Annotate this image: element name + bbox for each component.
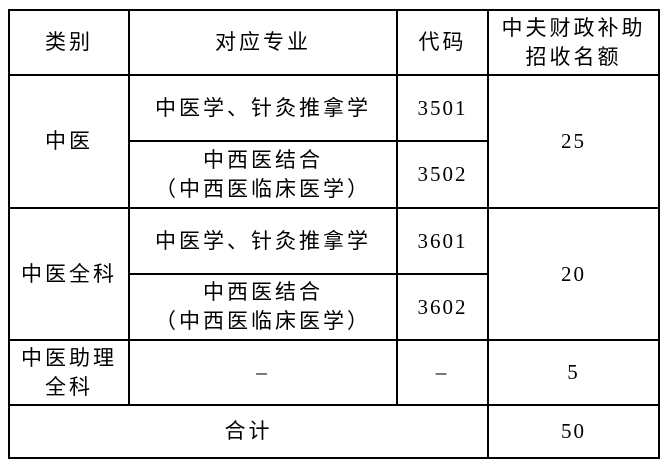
major-cell-3501: 中医学、针灸推拿学 <box>128 74 398 142</box>
table-row-zhongyi-2: 中西医结合 （中西医临床医学） 3502 <box>9 140 659 209</box>
major-cell-3502: 中西医结合 （中西医临床医学） <box>128 140 398 209</box>
quota-cell-quanke: 20 <box>487 207 660 341</box>
col-header-quota: 中夫财政补助 招收名额 <box>487 9 660 76</box>
code-cell-3501: 3501 <box>396 74 489 142</box>
total-value-cell: 50 <box>487 404 660 459</box>
col-header-major: 对应专业 <box>128 9 398 76</box>
quota-cell-zhongyi: 25 <box>487 74 660 209</box>
category-cell-assistant: 中医助理 全科 <box>8 339 130 406</box>
code-cell-assistant: – <box>396 339 489 406</box>
col-header-category: 类别 <box>8 9 130 76</box>
table-row-quanke-1: 中医全科 中医学、针灸推拿学 3601 20 <box>8 207 660 341</box>
category-cell-zhongyi: 中医 <box>8 74 130 209</box>
table-row-assistant: 中医助理 全科 – – 5 <box>8 339 660 406</box>
header-row: 类别 对应专业 代码 中夫财政补助 招收名额 <box>8 9 660 76</box>
major-cell-3602: 中西医结合 （中西医临床医学） <box>128 273 398 341</box>
col-header-code: 代码 <box>396 9 489 76</box>
major-cell-3601: 中医学、针灸推拿学 <box>128 207 398 275</box>
admission-quota-table: 类别 对应专业 代码 中夫财政补助 招收名额 中医 中医学、针灸推拿学 3501… <box>8 9 660 459</box>
table-row-quanke-2: 中西医结合 （中西医临床医学） 3602 <box>9 273 659 341</box>
code-cell-3602: 3602 <box>396 273 489 341</box>
code-cell-3601: 3601 <box>396 207 489 275</box>
code-cell-3502: 3502 <box>396 140 489 209</box>
table-row-zhongyi-1: 中医 中医学、针灸推拿学 3501 25 <box>8 74 660 209</box>
category-cell-quanke: 中医全科 <box>8 207 130 341</box>
major-cell-assistant: – <box>128 339 398 406</box>
total-label-cell: 合计 <box>8 404 489 459</box>
total-row: 合计 50 <box>8 404 660 459</box>
quota-cell-assistant: 5 <box>487 339 660 406</box>
